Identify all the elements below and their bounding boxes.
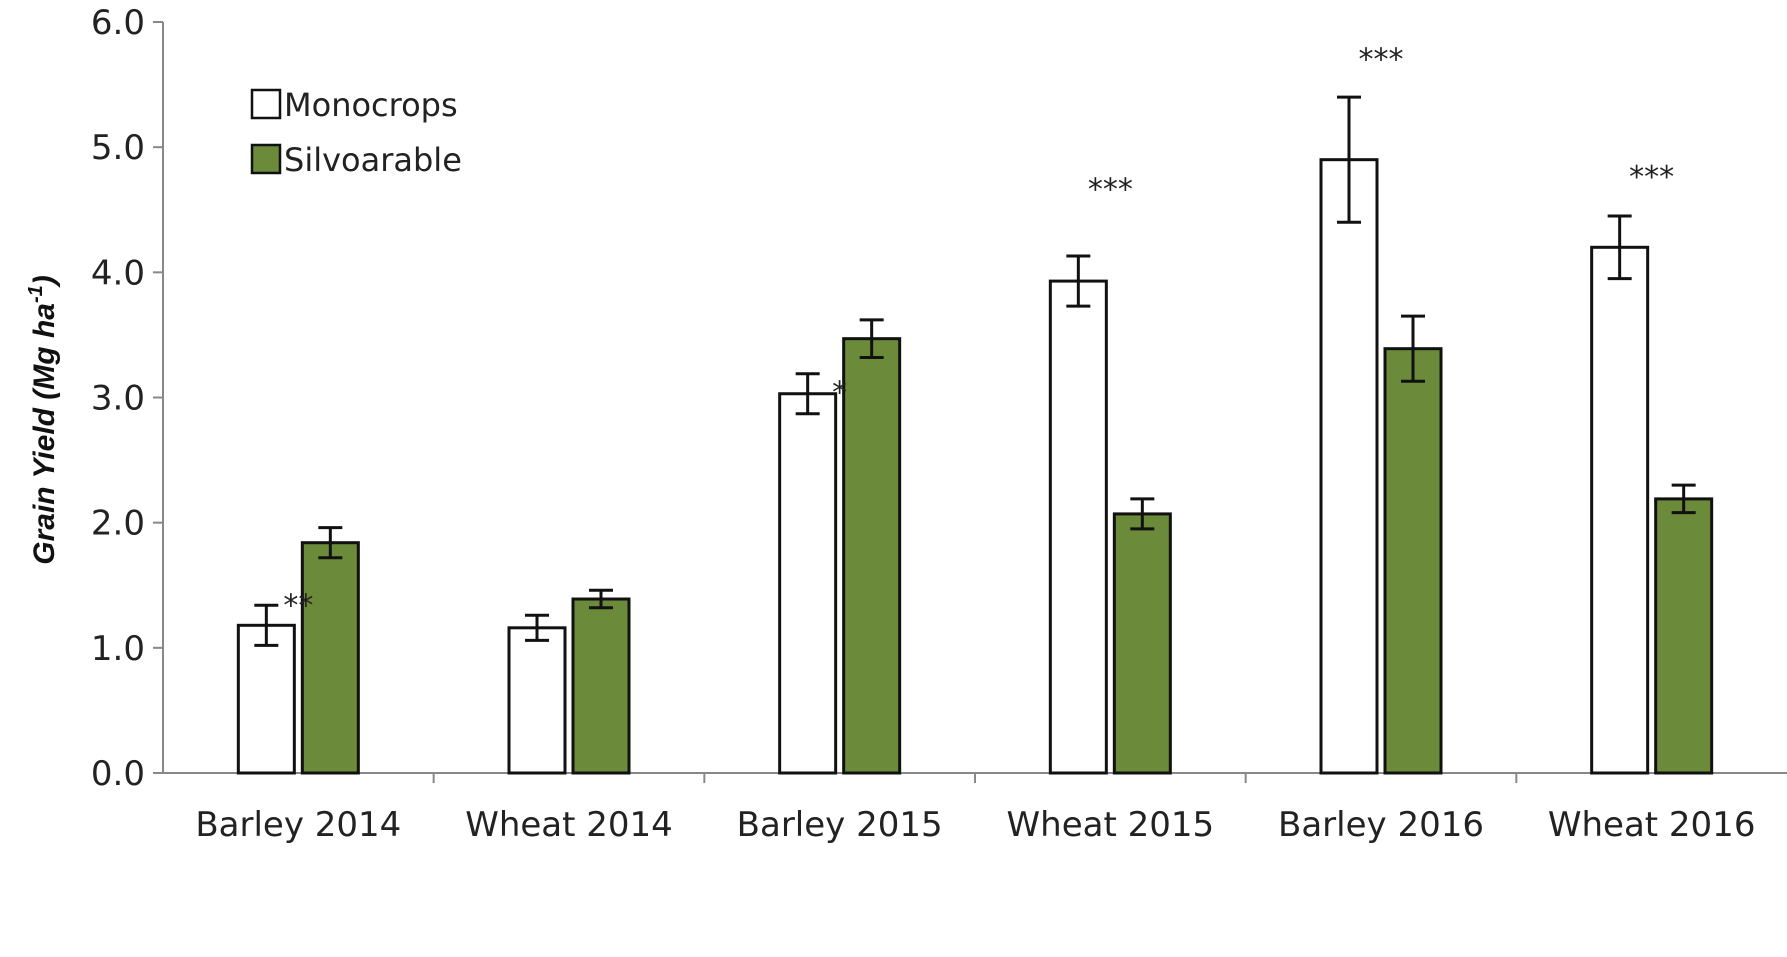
significance-marker: ** — [283, 588, 313, 623]
y-tick-label: 4.0 — [91, 253, 145, 293]
bar-silvoarable — [1112, 512, 1172, 775]
y-tick-label: 5.0 — [91, 128, 145, 168]
significance-markers: ************ — [283, 43, 1674, 624]
bar-monocrops — [1319, 158, 1379, 775]
x-tick-label: Barley 2015 — [737, 805, 943, 845]
x-tick-label: Wheat 2016 — [1548, 805, 1756, 845]
bar-monocrops — [1048, 279, 1108, 775]
bar-monocrops — [236, 623, 296, 775]
bar-silvoarable — [300, 541, 360, 775]
legend-swatch-monocrops — [250, 88, 282, 120]
bar-silvoarable — [1383, 347, 1443, 775]
legend-label-silvoarable: Silvoarable — [284, 141, 462, 179]
legend-label-monocrops: Monocrops — [284, 86, 458, 124]
legend-swatch-silvoarable — [250, 143, 282, 175]
legend: Monocrops Silvoarable — [250, 86, 462, 179]
bar-silvoarable — [1654, 497, 1714, 775]
significance-marker: *** — [1359, 43, 1404, 78]
y-axis-label: Grain Yield (Mg ha-1) — [25, 275, 61, 565]
y-tick-label: 1.0 — [91, 629, 145, 669]
axes — [153, 21, 1787, 783]
x-tick-label: Wheat 2014 — [465, 805, 673, 845]
bar-monocrops — [507, 626, 567, 775]
bar-silvoarable — [571, 597, 631, 775]
y-tick-label: 3.0 — [91, 379, 145, 419]
y-tick-label: 2.0 — [91, 504, 145, 544]
tick-labels: 0.0 1.0 2.0 3.0 4.0 5.0 6.0 Barley 2014 Wheat 20… — [91, 3, 1756, 845]
bar-monocrops — [1590, 245, 1650, 775]
x-tick-label: Barley 2014 — [195, 805, 401, 845]
error-bars — [254, 95, 1696, 647]
y-tick-label: 0.0 — [91, 754, 145, 794]
x-tick-label: Barley 2016 — [1278, 805, 1484, 845]
significance-marker: *** — [1088, 173, 1133, 208]
bar-monocrops — [778, 392, 838, 775]
y-tick-label: 6.0 — [91, 3, 145, 43]
significance-marker: * — [832, 376, 847, 411]
x-tick-label: Wheat 2015 — [1007, 805, 1215, 845]
bar-silvoarable — [842, 337, 902, 775]
bars — [236, 158, 1714, 775]
significance-marker: *** — [1629, 160, 1674, 195]
